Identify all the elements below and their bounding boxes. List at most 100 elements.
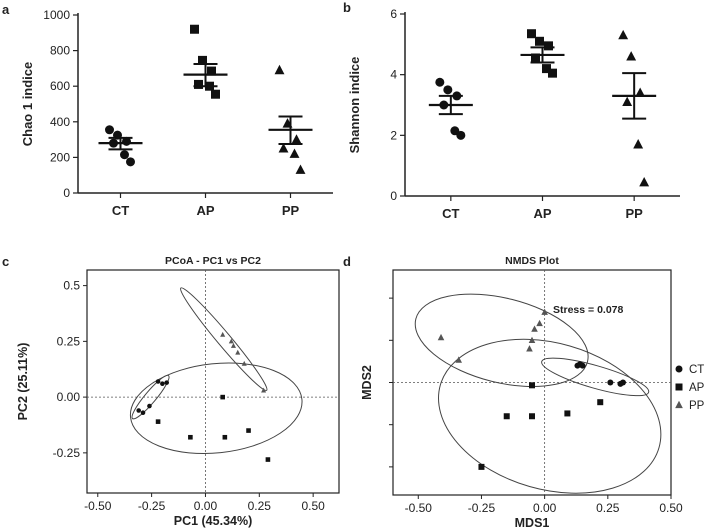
data-point-pp xyxy=(541,308,548,315)
y-tick-label: 400 xyxy=(50,115,70,129)
data-point-ct xyxy=(120,150,129,160)
data-point-pp xyxy=(228,338,234,344)
data-point-ap xyxy=(542,64,551,74)
x-tick-label: CT xyxy=(112,203,129,218)
data-point-ct xyxy=(109,138,118,148)
data-point-pp xyxy=(626,51,637,61)
data-point-pp xyxy=(291,134,302,144)
data-point-pp xyxy=(289,148,300,158)
data-point-ap xyxy=(564,410,571,417)
data-point-ap xyxy=(155,419,161,424)
y-tick-label: 0.00 xyxy=(57,390,81,404)
data-point-ap xyxy=(544,41,553,51)
x-tick-label: 0.50 xyxy=(659,501,683,515)
data-point-ct xyxy=(126,157,135,167)
panel-c-pcoa-plot: PCoA - PC1 vs PC2 -0.50 -0.25 0.00 0.25 0.50 P… xyxy=(16,255,340,528)
x-tick-label: 0.25 xyxy=(248,499,272,513)
data-point-pp xyxy=(639,176,650,187)
data-point-ap xyxy=(190,24,199,34)
data-point-pp xyxy=(274,64,285,75)
x-tick-label: 0.25 xyxy=(596,501,620,515)
data-point-ap xyxy=(529,382,535,389)
data-point-ap xyxy=(194,79,203,89)
panel-label-b: b xyxy=(343,0,351,15)
data-point-ap xyxy=(265,457,271,462)
data-point-ct xyxy=(155,379,161,384)
data-point-ct xyxy=(105,125,114,135)
data-point-ct xyxy=(140,410,146,416)
legend-marker-pp xyxy=(675,400,683,409)
data-point-pp xyxy=(526,345,533,352)
y-tick-label: 1000 xyxy=(43,8,70,22)
data-point-pp xyxy=(536,319,543,327)
data-point-ap xyxy=(207,66,216,76)
data-point-ct xyxy=(160,381,165,387)
data-point-pp xyxy=(455,356,463,363)
y-axis-label: Chao 1 indice xyxy=(20,62,35,147)
plot-title: PCoA - PC1 vs PC2 xyxy=(165,255,261,267)
data-point-ap xyxy=(198,55,207,65)
data-point-pp xyxy=(261,387,267,393)
data-point-ap xyxy=(246,428,251,433)
data-point-pp xyxy=(278,143,289,153)
data-point-ct xyxy=(147,403,152,409)
y-tick-label: 200 xyxy=(50,150,70,164)
plot-title: NMDS Plot xyxy=(505,255,559,267)
x-tick-label: -0.25 xyxy=(468,501,496,515)
panel-a-chao1-plot: 0 200 400 600 800 1000 CT AP PP Chao 1 indice xyxy=(20,8,333,218)
data-point-ap xyxy=(535,36,544,46)
data-point-pp xyxy=(241,360,247,366)
x-axis-label: PC1 (45.34%) xyxy=(174,514,253,528)
plot-frame xyxy=(86,269,340,494)
x-tick-label: 0.00 xyxy=(533,501,557,515)
panel-b-shannon-plot: 0 2 4 6 CT AP PP Shannon indice xyxy=(347,7,680,221)
x-axis-label: MDS1 xyxy=(515,516,550,530)
legend-label-ap: AP xyxy=(689,382,705,394)
y-tick-label: 6 xyxy=(390,7,397,21)
data-point-pp xyxy=(282,118,293,128)
y-tick-label: 0 xyxy=(390,189,397,203)
confidence-ellipse-ap xyxy=(438,338,662,494)
data-point-ap xyxy=(478,463,485,470)
legend-marker-ap xyxy=(675,383,683,391)
data-point-ct xyxy=(452,91,462,101)
confidence-ellipse-pp xyxy=(414,293,589,388)
confidence-ellipse-ct xyxy=(131,374,170,420)
y-tick-label: -0.25 xyxy=(53,446,81,460)
data-point-ap xyxy=(527,29,536,39)
y-tick-label: 0 xyxy=(63,186,70,200)
y-axis-label: MDS2 xyxy=(360,365,374,400)
data-point-ap xyxy=(220,394,225,400)
x-tick-label: CT xyxy=(442,206,459,221)
data-point-pp xyxy=(633,139,644,149)
panel-label-a: a xyxy=(2,2,10,17)
data-point-pp xyxy=(295,164,306,174)
y-tick-label: 2 xyxy=(390,128,397,142)
data-point-ct xyxy=(122,136,131,146)
confidence-ellipse-pp xyxy=(180,287,268,391)
data-point-ap xyxy=(531,53,540,63)
data-point-ap xyxy=(205,81,214,91)
x-tick-label: PP xyxy=(625,206,643,221)
y-tick-label: 0.25 xyxy=(57,334,81,348)
y-tick-label: 800 xyxy=(50,44,70,58)
data-point-pp xyxy=(528,336,536,344)
data-point-ap xyxy=(597,399,604,406)
data-point-ct xyxy=(607,379,614,386)
data-point-ct xyxy=(443,85,453,95)
data-point-pp xyxy=(531,325,538,332)
y-tick-label: 4 xyxy=(390,68,397,82)
x-tick-label: -0.25 xyxy=(138,499,166,513)
legend-label-pp: PP xyxy=(689,400,705,412)
y-axis-label: Shannon indice xyxy=(347,57,362,154)
x-tick-label: -0.50 xyxy=(405,501,433,515)
data-point-ap xyxy=(548,68,557,78)
x-tick-label: -0.50 xyxy=(84,499,112,513)
x-tick-label: 0.50 xyxy=(301,499,325,513)
y-tick-label: 0.5 xyxy=(63,279,80,293)
data-point-ct xyxy=(456,130,466,140)
panel-d-nmds-plot: NMDS Plot -0.50 -0.25 0.00 0.25 0.50 MDS1 MDS2 S… xyxy=(360,255,705,530)
data-point-pp xyxy=(635,87,646,97)
data-point-pp xyxy=(437,333,445,341)
